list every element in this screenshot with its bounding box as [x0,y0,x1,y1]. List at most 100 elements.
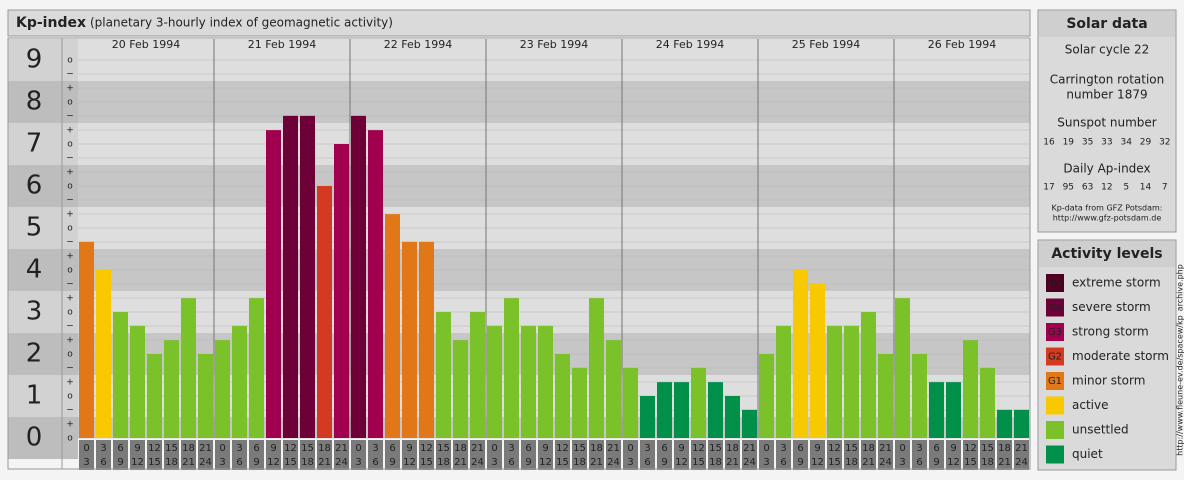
band [8,81,78,123]
legend-swatch [1046,347,1064,366]
bar [368,130,383,438]
hour-box [742,440,757,470]
band [8,39,78,81]
hour-label: 24 [879,457,892,468]
hour-box [827,440,842,470]
bar [895,298,910,438]
hour-box [453,440,468,470]
bar [929,382,944,438]
hour-label: 6 [508,457,514,468]
minor-tick-label: − [66,238,74,248]
hour-label: 15 [845,443,858,454]
panel-text: Kp-data from GFZ Potsdam: [1052,204,1163,213]
bar [147,354,162,438]
hour-label: 21 [1015,443,1028,454]
hour-label: 0 [355,443,361,454]
hour-box [912,440,927,470]
hour-label: 21 [454,457,467,468]
hour-label: 3 [491,457,497,468]
hour-box [963,440,978,470]
hour-label: 3 [508,443,514,454]
band [8,207,78,249]
ap-value: 5 [1123,183,1129,193]
hour-box [436,440,451,470]
hour-box [980,440,995,470]
ap-value: 7 [1162,183,1168,193]
legend-label: strong storm [1072,325,1149,339]
hour-box [1014,440,1029,470]
hour-label: 9 [933,457,939,468]
hour-label: 12 [420,443,433,454]
bar [79,241,94,438]
x-tick-label: 23 Feb 1994 [520,38,588,51]
hour-box [96,440,111,470]
hour-label: 12 [964,443,977,454]
hour-box [79,440,94,470]
bar [589,298,604,438]
sunspot-value: 35 [1082,138,1093,148]
watermark: http://www.fleune-ev.de/spacew/kp_archiv… [1176,264,1184,456]
hour-label: 9 [950,443,956,454]
hour-label: 15 [981,443,994,454]
hour-box [334,440,349,470]
y-tick-label: 6 [26,171,43,201]
hour-label: 12 [267,457,280,468]
y-tick-label: 7 [26,129,43,159]
hour-label: 18 [981,457,994,468]
legend-swatch [1046,421,1064,439]
y-tick-label: 2 [26,339,43,369]
hour-label: 6 [916,457,922,468]
bar [232,325,247,438]
hour-label: 9 [117,457,123,468]
minor-tick-label: + [66,126,74,136]
y-tick-label: 5 [26,213,43,243]
hour-label: 12 [811,457,824,468]
hour-box [232,440,247,470]
hour-box [147,440,162,470]
band [8,417,78,459]
bar [419,241,434,438]
minor-tick-label: o [67,56,73,66]
bar [759,354,774,438]
bar [385,214,400,438]
hour-label: 15 [709,443,722,454]
hour-label: 6 [236,457,242,468]
legend-badge: G4 [1048,303,1062,314]
hour-box [317,440,332,470]
hour-label: 3 [899,457,905,468]
hour-label: 18 [709,457,722,468]
hour-box [878,440,893,470]
hour-label: 9 [270,443,276,454]
hour-label: 15 [284,457,297,468]
hour-box [946,440,961,470]
legend-swatch [1046,445,1064,464]
bar [861,312,876,438]
hour-label: 9 [678,443,684,454]
hour-box [538,440,553,470]
hour-box [793,440,808,470]
y-tick-label: 0 [26,423,43,453]
ap-value: 14 [1140,183,1152,193]
bar [912,354,927,438]
hour-label: 21 [607,443,620,454]
hour-box [130,440,145,470]
plot-border [7,37,1031,470]
hour-label: 9 [253,457,259,468]
panel-text: Solar data [1066,16,1147,32]
sunspot-value: 32 [1159,138,1170,148]
y-tick-label: 1 [26,381,43,411]
minor-tick-label: o [67,140,73,150]
minor-tick-label: + [66,168,74,178]
legend-badge: G1 [1048,376,1062,387]
hour-label: 6 [372,457,378,468]
bar [691,367,706,438]
sunspot-value: 16 [1043,138,1055,148]
sunspot-value: 29 [1140,138,1152,148]
hour-label: 24 [199,457,212,468]
bar [300,115,315,439]
bar [1014,409,1029,438]
minor-tick-label: + [66,420,74,430]
hour-label: 9 [661,457,667,468]
hour-label: 6 [389,443,395,454]
